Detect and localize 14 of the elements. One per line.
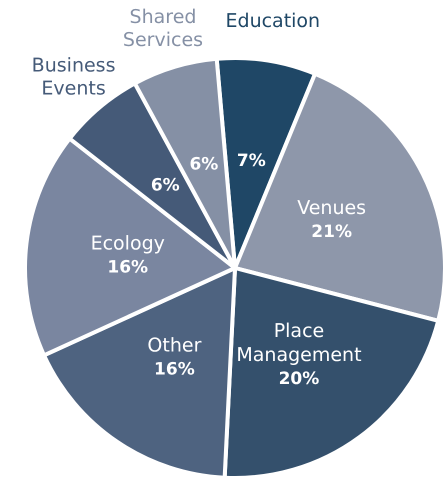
slice-label: Education — [226, 10, 320, 32]
slice-label: Venues — [297, 196, 366, 219]
slice-label: Shared Services — [122, 6, 204, 52]
data-label: 7% — [236, 151, 266, 172]
data-label: 21% — [311, 222, 352, 242]
data-label: 6% — [150, 176, 180, 196]
data-label: 20% — [278, 369, 320, 390]
slice-label: Ecology — [90, 232, 165, 254]
slice-label: Place Management — [236, 320, 362, 366]
data-label: 6% — [189, 154, 218, 175]
slice-label: Business Events — [32, 54, 116, 100]
data-label: 16% — [107, 257, 148, 278]
slice-label: Other — [147, 334, 202, 356]
data-label: 16% — [154, 359, 195, 380]
